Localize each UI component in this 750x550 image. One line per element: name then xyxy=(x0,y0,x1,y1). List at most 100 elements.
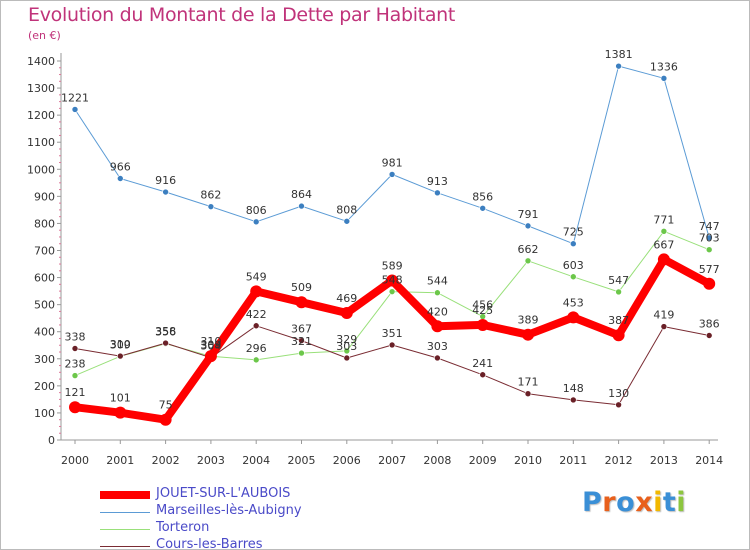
chart-title: Evolution du Montant de la Dette par Hab… xyxy=(28,4,456,26)
data-point[interactable] xyxy=(386,274,399,287)
y-tick-label: 600 xyxy=(34,272,55,285)
data-label: 304 xyxy=(200,340,221,353)
data-label: 603 xyxy=(563,259,584,272)
data-label: 662 xyxy=(518,243,539,256)
data-label: 338 xyxy=(65,330,86,343)
data-point[interactable] xyxy=(250,285,263,298)
y-tick-label: 1200 xyxy=(27,109,55,122)
data-point[interactable] xyxy=(388,288,396,295)
data-point[interactable] xyxy=(522,328,534,341)
logo-letter: P xyxy=(582,487,603,518)
data-point[interactable] xyxy=(298,202,305,210)
data-point[interactable] xyxy=(252,218,260,226)
data-label: 386 xyxy=(699,318,720,331)
data-label: 509 xyxy=(291,281,312,294)
logo-letter: x xyxy=(635,487,654,518)
data-point[interactable] xyxy=(388,171,396,178)
y-tick-label: 1300 xyxy=(27,82,55,95)
data-point[interactable] xyxy=(431,320,444,333)
data-point[interactable] xyxy=(476,318,489,331)
data-point[interactable] xyxy=(71,106,79,113)
legend-label: Cours-les-Barres xyxy=(156,537,263,550)
data-label: 425 xyxy=(472,304,493,317)
data-point[interactable] xyxy=(298,337,305,344)
data-point[interactable] xyxy=(479,204,487,212)
data-label: 303 xyxy=(427,340,448,353)
x-tick-label: 2004 xyxy=(242,454,270,467)
data-point[interactable] xyxy=(71,372,79,379)
data-point[interactable] xyxy=(298,349,305,357)
data-point[interactable] xyxy=(295,296,308,309)
data-point[interactable] xyxy=(434,289,441,297)
data-point[interactable] xyxy=(71,345,79,352)
logo-letter: i xyxy=(676,487,687,518)
data-point[interactable] xyxy=(569,396,577,404)
data-point[interactable] xyxy=(117,175,124,182)
data-point[interactable] xyxy=(615,401,622,409)
data-point[interactable] xyxy=(524,222,532,230)
data-point[interactable] xyxy=(524,257,532,265)
data-point[interactable] xyxy=(524,390,532,398)
data-point[interactable] xyxy=(657,253,670,266)
data-label: 862 xyxy=(200,189,221,202)
series-line xyxy=(74,230,710,377)
data-point[interactable] xyxy=(615,62,622,70)
data-point[interactable] xyxy=(705,332,713,339)
data-label: 238 xyxy=(65,358,86,371)
data-label: 913 xyxy=(427,175,448,188)
data-point[interactable] xyxy=(705,234,713,242)
data-label: 981 xyxy=(382,156,403,169)
data-point[interactable] xyxy=(660,227,668,235)
x-tick-label: 2001 xyxy=(106,454,134,467)
data-label: 422 xyxy=(246,308,267,321)
data-point[interactable] xyxy=(705,246,713,253)
data-point[interactable] xyxy=(204,350,217,363)
data-point[interactable] xyxy=(567,311,580,324)
data-point[interactable] xyxy=(343,217,351,225)
data-point[interactable] xyxy=(569,240,577,248)
legend-label: Torteron xyxy=(156,520,210,535)
data-point[interactable] xyxy=(343,347,351,355)
data-point[interactable] xyxy=(434,354,441,362)
data-point[interactable] xyxy=(340,307,353,320)
data-label: 549 xyxy=(246,270,267,283)
data-point[interactable] xyxy=(162,188,169,196)
y-tick-label: 1100 xyxy=(27,136,55,149)
data-point[interactable] xyxy=(434,189,441,197)
proxiti-logo: Proxiti xyxy=(582,487,686,518)
y-tick-label: 400 xyxy=(34,326,55,339)
x-tick-label: 2007 xyxy=(378,454,406,467)
data-label: 419 xyxy=(653,309,674,322)
data-label: 296 xyxy=(246,342,267,355)
data-point[interactable] xyxy=(615,288,622,296)
series-cours-les-barres xyxy=(71,322,713,409)
data-point[interactable] xyxy=(69,401,81,414)
data-point[interactable] xyxy=(252,322,260,330)
data-point[interactable] xyxy=(162,339,169,347)
data-label: 387 xyxy=(608,314,629,327)
x-tick-label: 2012 xyxy=(605,454,633,467)
data-point[interactable] xyxy=(479,371,487,379)
y-tick-label: 800 xyxy=(34,217,55,230)
data-point[interactable] xyxy=(660,323,668,330)
data-point[interactable] xyxy=(660,75,668,82)
legend-label: Marseilles-lès-Aubigny xyxy=(156,503,302,518)
data-point[interactable] xyxy=(114,406,127,419)
data-point[interactable] xyxy=(703,277,716,290)
x-tick-label: 2006 xyxy=(333,454,361,467)
data-point[interactable] xyxy=(252,356,260,364)
data-label: 791 xyxy=(518,208,539,221)
data-point[interactable] xyxy=(117,352,124,360)
data-point[interactable] xyxy=(159,413,172,426)
data-point[interactable] xyxy=(343,354,351,362)
data-point[interactable] xyxy=(612,329,625,342)
x-tick-label: 2014 xyxy=(695,454,723,467)
data-point[interactable] xyxy=(569,273,577,281)
data-point[interactable] xyxy=(388,341,396,349)
y-tick-label: 0 xyxy=(48,434,55,447)
data-point[interactable] xyxy=(207,203,215,210)
x-tick-label: 2005 xyxy=(288,454,316,467)
